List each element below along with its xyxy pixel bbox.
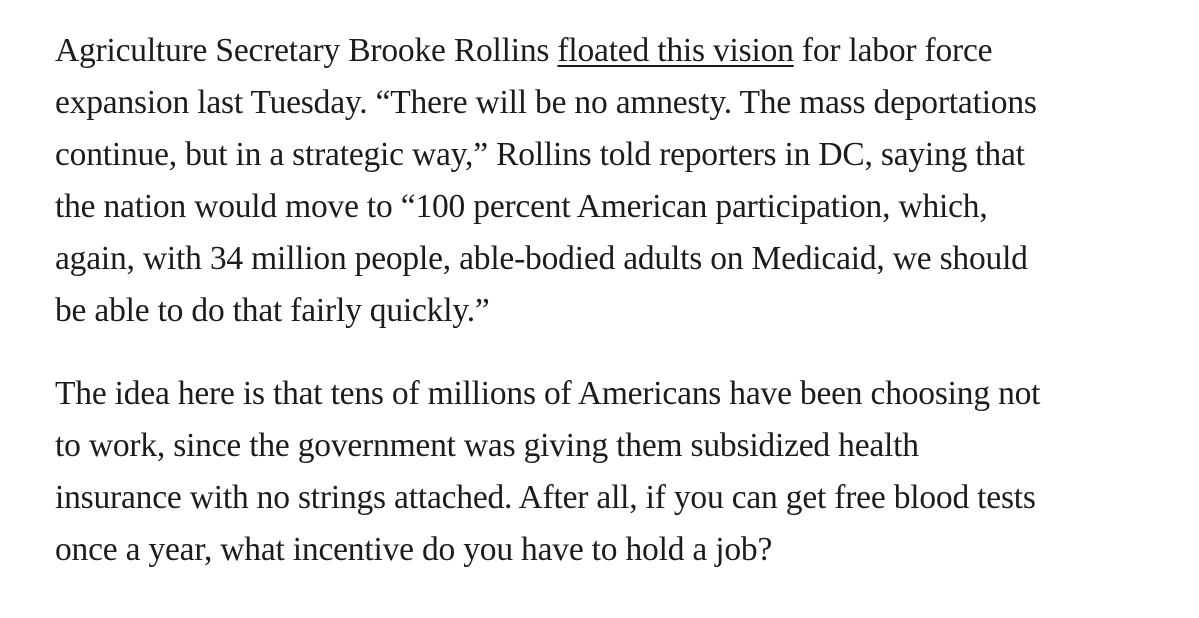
paragraph-line: Agriculture Secretary Brooke Rollins flo… [55,25,1175,77]
paragraph-2: The idea here is that tens of millions o… [55,368,1175,576]
paragraph-line: once a year, what incentive do you have … [55,531,773,568]
paragraph-line: expansion last Tuesday. “There will be n… [55,84,1037,121]
paragraph-line: continue, but in a strategic way,” Rolli… [55,136,1025,173]
paragraph-line: again, with 34 million people, able-bodi… [55,240,1028,277]
article-body: Agriculture Secretary Brooke Rollins flo… [55,25,1175,576]
paragraph-line: The idea here is that tens of millions o… [55,375,1041,412]
paragraph-line: to work, since the government was giving… [55,427,919,464]
line-text-before-link: Agriculture Secretary Brooke Rollins [55,32,558,69]
paragraph-line: insurance with no strings attached. Afte… [55,479,1036,516]
line-text-after-link: for labor force [793,32,993,69]
paragraph-line: the nation would move to “100 percent Am… [55,188,988,225]
paragraph-1: Agriculture Secretary Brooke Rollins flo… [55,25,1175,337]
paragraph-line: be able to do that fairly quickly.” [55,292,490,329]
floated-this-vision-link[interactable]: floated this vision [557,32,794,69]
